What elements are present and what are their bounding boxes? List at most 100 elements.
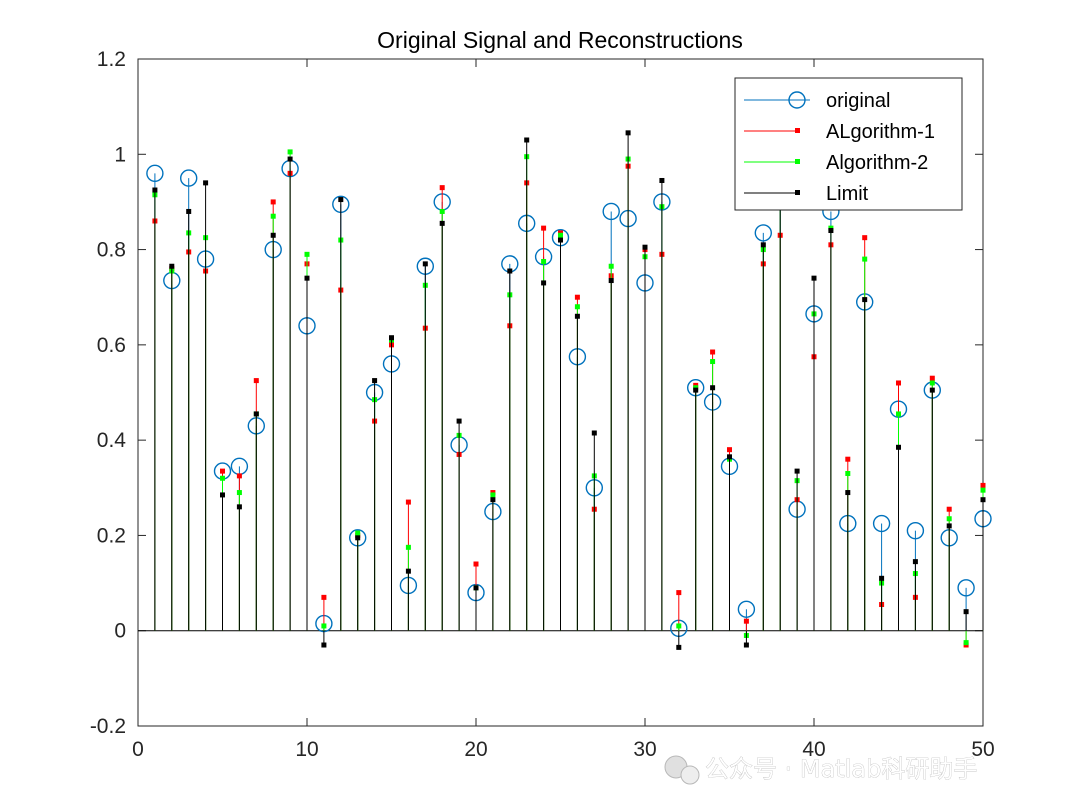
- y-tick-label: 1: [114, 143, 126, 166]
- x-tick-label: 30: [633, 738, 656, 761]
- stem-marker-limit: [203, 180, 209, 186]
- stem-marker-original: [906, 521, 925, 540]
- stem-marker-limit: [929, 387, 935, 393]
- stem-marker-original: [754, 224, 772, 242]
- stem-marker-algorithm-2: [946, 516, 952, 522]
- stem-marker-limit: [389, 335, 394, 341]
- stem-marker-algorithm-1: [946, 506, 952, 512]
- legend-label-algorithm-2: Algorithm-2: [826, 152, 928, 174]
- legend-marker-algorithm-2: [795, 159, 800, 164]
- stem-marker-algorithm-2: [220, 475, 225, 481]
- stem-marker-limit: [321, 642, 327, 648]
- series-limit: [152, 130, 986, 650]
- stem-marker-algorithm-2: [558, 232, 563, 238]
- stem-marker-algorithm-2: [490, 492, 496, 498]
- stem-marker-algorithm-2: [963, 640, 969, 646]
- stem-marker-limit: [287, 156, 293, 162]
- legend-entry-algorithm-2: Algorithm-2: [744, 152, 928, 174]
- stem-marker-limit: [963, 609, 969, 615]
- y-tick-label: 0.2: [97, 524, 126, 547]
- x-tick-label: 10: [295, 738, 318, 761]
- legend-label-original: original: [826, 90, 890, 112]
- stem-marker-limit: [710, 385, 716, 391]
- stem-marker-limit: [439, 220, 445, 226]
- stem-marker-algorithm-2: [541, 258, 547, 264]
- y-tick-label: -0.2: [90, 715, 126, 738]
- stem-marker-limit: [676, 644, 682, 650]
- x-tick-label: 0: [132, 738, 144, 761]
- legend-label-limit: Limit: [826, 183, 869, 205]
- stem-marker-limit: [845, 490, 851, 496]
- stem-marker-algorithm-2: [270, 213, 276, 219]
- stem-marker-algorithm-2: [896, 411, 901, 417]
- stem-marker-original: [602, 202, 620, 221]
- x-tick-label: 40: [802, 738, 825, 761]
- stem-marker-limit: [169, 263, 175, 269]
- stem-marker-limit: [693, 387, 699, 393]
- stem-marker-limit: [760, 242, 766, 248]
- stem-marker-algorithm-2: [304, 251, 310, 257]
- stem-marker-original: [957, 579, 975, 597]
- legend-marker-limit: [795, 190, 800, 195]
- stem-marker-algorithm-2: [439, 208, 445, 214]
- stem-marker-algorithm-2: [862, 256, 868, 262]
- stem-marker-limit: [422, 261, 428, 267]
- y-tick-label: 0.8: [97, 239, 126, 262]
- stem-marker-limit: [811, 275, 817, 281]
- stem-marker-limit: [490, 497, 496, 503]
- stem-marker-algorithm-2: [845, 470, 851, 476]
- stem-marker-limit: [642, 244, 648, 250]
- stem-marker-limit: [304, 275, 310, 281]
- stem-marker-limit: [828, 228, 834, 234]
- stem-marker-algorithm-1: [220, 468, 225, 474]
- legend-label-algorithm-1: ALgorithm-1: [826, 121, 935, 143]
- stem-marker-algorithm-2: [980, 487, 986, 493]
- stem-marker-limit: [220, 492, 225, 498]
- stem-marker-limit: [524, 137, 530, 143]
- stem-marker-limit: [236, 504, 242, 510]
- stem-marker-limit: [186, 208, 192, 214]
- legend: original ALgorithm-1 Algorithm-2 Limit: [734, 77, 963, 211]
- stem-marker-limit: [405, 568, 411, 574]
- y-tick-label: 0.4: [97, 429, 127, 452]
- x-tick-label: 20: [464, 738, 487, 761]
- stem-marker-limit: [912, 559, 918, 565]
- stem-marker-algorithm-1: [574, 294, 580, 300]
- stem-marker-limit: [541, 280, 547, 286]
- stem-marker-algorithm-1: [862, 235, 868, 241]
- stem-marker-algorithm-1: [321, 594, 327, 600]
- stem-marker-algorithm-2: [321, 623, 327, 629]
- stem-marker-limit: [980, 497, 986, 503]
- stem-marker-algorithm-2: [355, 530, 361, 536]
- stem-marker-original: [872, 514, 891, 533]
- stem-marker-algorithm-1: [439, 185, 445, 191]
- legend-entry-limit: Limit: [744, 183, 869, 205]
- x-axis-ticks: 0 10 20 30 40 50: [132, 59, 995, 761]
- watermark-text: 公众号 · Matlab科研助手: [705, 755, 977, 783]
- stem-marker-limit: [879, 575, 885, 581]
- stem-marker-algorithm-2: [710, 359, 716, 365]
- stem-marker-algorithm-1: [236, 473, 242, 479]
- stem-marker-algorithm-2: [676, 623, 682, 629]
- stem-marker-limit: [946, 523, 952, 529]
- stem-marker-algorithm-1: [473, 561, 479, 567]
- stem-marker-limit: [152, 187, 158, 193]
- stem-marker-algorithm-1: [405, 499, 411, 505]
- legend-marker-original: [788, 91, 806, 109]
- legend-entry-algorithm-1: ALgorithm-1: [744, 121, 935, 143]
- stem-marker-algorithm-1: [270, 199, 276, 205]
- y-tick-label: 0: [114, 620, 126, 643]
- stem-marker-limit: [659, 177, 665, 183]
- stem-marker-limit: [727, 454, 732, 460]
- stem-marker-algorithm-1: [253, 378, 259, 384]
- stem-marker-algorithm-1: [845, 456, 851, 462]
- legend-marker-algorithm-1: [795, 128, 800, 133]
- stem-marker-limit: [574, 313, 580, 319]
- stem-marker-limit: [794, 468, 800, 474]
- stem-marker-original: [179, 169, 198, 187]
- stem-marker-algorithm-1: [676, 590, 682, 596]
- watermark: 公众号 · Matlab科研助手: [664, 755, 978, 785]
- stem-marker-limit: [253, 411, 259, 417]
- chart-title: Original Signal and Reconstructions: [377, 27, 743, 53]
